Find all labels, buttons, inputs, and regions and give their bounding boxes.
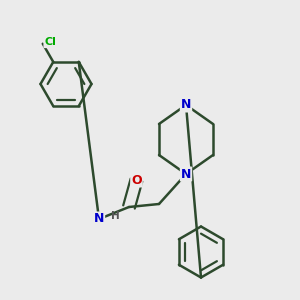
Text: N: N: [94, 212, 104, 226]
Text: Cl: Cl: [44, 37, 56, 47]
Text: O: O: [131, 173, 142, 187]
Text: H: H: [111, 211, 120, 221]
Text: N: N: [181, 167, 191, 181]
Text: N: N: [181, 98, 191, 112]
